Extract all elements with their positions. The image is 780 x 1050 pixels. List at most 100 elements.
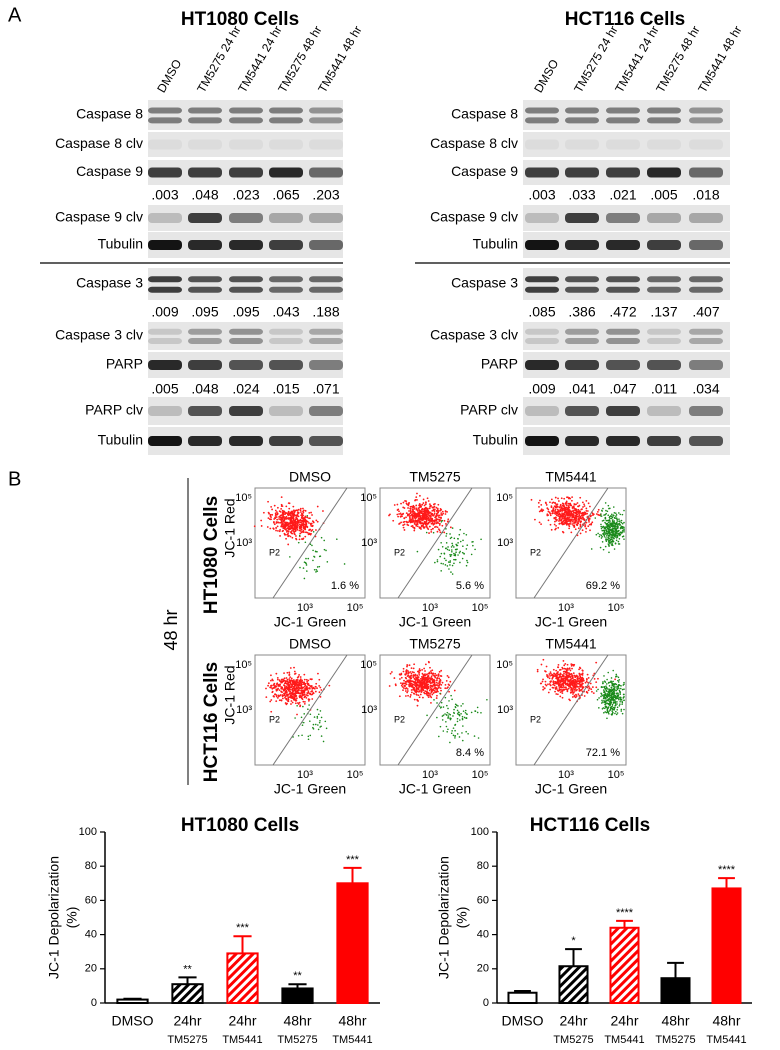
dot — [569, 699, 571, 702]
dot — [567, 502, 570, 505]
dot — [575, 503, 577, 506]
dot — [444, 510, 447, 512]
dot — [311, 698, 314, 700]
dot — [416, 704, 419, 707]
quantification: .386 — [568, 304, 595, 320]
dot — [403, 679, 405, 682]
dot — [448, 690, 450, 693]
dot — [559, 695, 562, 698]
dot — [456, 720, 459, 723]
dot — [276, 678, 279, 681]
bar — [336, 882, 369, 1004]
dot — [448, 568, 450, 570]
dot — [313, 687, 316, 690]
bar — [558, 965, 589, 1004]
dot — [292, 524, 295, 527]
dot — [309, 692, 312, 695]
dot — [276, 525, 279, 528]
dot — [613, 516, 616, 519]
dot — [421, 668, 424, 671]
dot — [458, 552, 461, 554]
dot — [284, 680, 287, 683]
dot — [440, 706, 443, 708]
dot — [421, 507, 424, 510]
dot — [612, 702, 615, 704]
quantification: .009 — [528, 381, 555, 397]
dot — [617, 686, 619, 689]
dot — [431, 677, 434, 680]
dot — [587, 502, 590, 505]
dot — [611, 707, 614, 710]
dot — [427, 660, 430, 663]
dot — [275, 522, 278, 524]
y-axis-label: JC-1 Red — [222, 665, 238, 724]
dot — [608, 532, 611, 535]
x-tick: 10³ — [422, 769, 438, 781]
dot — [609, 529, 611, 532]
dot — [553, 516, 556, 519]
band — [647, 240, 681, 250]
dot — [608, 545, 610, 547]
x-tick-label: 48hr — [712, 1013, 740, 1029]
dot — [316, 687, 318, 690]
dot — [438, 705, 441, 707]
dot — [431, 519, 433, 521]
dot — [454, 723, 457, 726]
dot — [441, 545, 444, 548]
dot — [605, 529, 607, 532]
dot — [302, 721, 305, 724]
dot — [549, 671, 552, 674]
dot — [319, 719, 321, 722]
dot — [301, 694, 304, 697]
dot — [413, 677, 416, 680]
dot — [574, 518, 577, 521]
dot — [308, 704, 310, 706]
dot — [426, 522, 429, 525]
dot — [297, 686, 300, 689]
dot — [440, 675, 443, 677]
dot — [297, 691, 300, 694]
dot — [275, 695, 278, 698]
dot — [620, 532, 623, 534]
dot — [422, 696, 424, 699]
dot — [617, 681, 620, 683]
dot — [452, 715, 454, 717]
dot — [406, 691, 409, 694]
dot — [600, 513, 602, 515]
quantification: .188 — [312, 304, 339, 320]
dot — [302, 686, 305, 689]
dot — [285, 517, 288, 520]
dot — [566, 667, 569, 670]
dot — [408, 513, 411, 516]
dot — [545, 684, 548, 687]
dot — [415, 693, 418, 696]
dot — [616, 688, 619, 691]
dot — [608, 681, 610, 684]
dot — [423, 517, 426, 520]
dot — [412, 676, 415, 678]
dot — [320, 716, 323, 719]
dot — [559, 673, 562, 676]
dot — [618, 518, 620, 520]
x-tick-sublabel: TM5275 — [655, 1034, 695, 1046]
dot — [554, 675, 556, 678]
dot — [615, 539, 618, 542]
dot — [412, 506, 415, 509]
dot — [606, 695, 609, 697]
dot — [393, 504, 396, 506]
dot — [437, 673, 440, 676]
dot — [613, 535, 616, 538]
dot — [620, 696, 622, 699]
dot — [416, 678, 419, 681]
dot — [445, 522, 447, 525]
dot — [618, 512, 620, 514]
band — [647, 328, 681, 335]
dot — [573, 509, 576, 512]
band — [148, 360, 182, 370]
dot — [274, 515, 277, 517]
dot — [423, 526, 426, 529]
x-tick-label: 48hr — [661, 1013, 689, 1029]
dot — [283, 672, 285, 675]
dot — [580, 684, 583, 687]
dot — [313, 716, 316, 718]
